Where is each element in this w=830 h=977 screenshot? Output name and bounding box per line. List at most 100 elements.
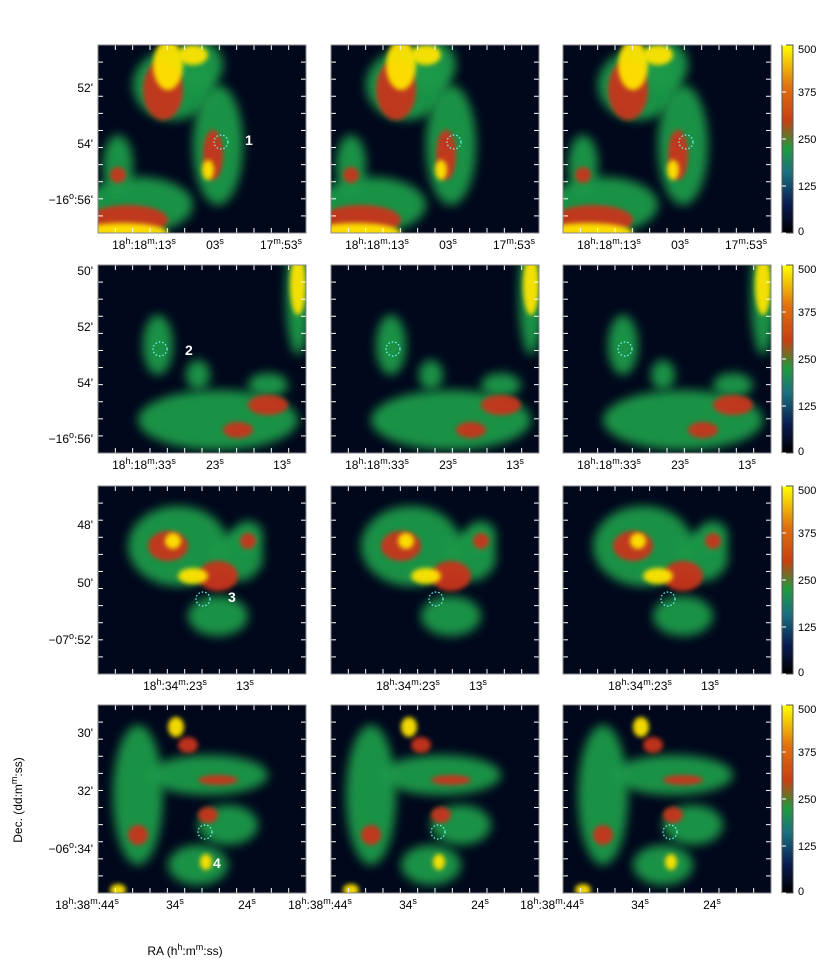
emission-blob <box>663 775 703 785</box>
y-tick-label: −16o:56' <box>49 191 93 207</box>
emission-blob <box>651 360 675 390</box>
y-tick-label: 50' <box>77 576 93 590</box>
emission-blob <box>630 533 646 549</box>
colorbar-tick-label: 250 <box>798 134 816 146</box>
panel-frame <box>97 264 307 454</box>
emission-blob <box>419 360 443 390</box>
emission-map <box>575 717 733 893</box>
y-tick-label: −16o:56' <box>49 430 93 446</box>
emission-blob <box>240 533 256 549</box>
source-aperture <box>662 824 678 840</box>
emission-blob <box>665 854 677 870</box>
emission-blob <box>165 533 181 549</box>
y-tick-label: 50' <box>77 264 93 278</box>
emission-map <box>371 265 539 450</box>
emission-blob <box>633 717 649 737</box>
emission-blob <box>381 755 501 795</box>
emission-blob <box>613 755 733 795</box>
emission-blob <box>456 422 486 438</box>
image-panel <box>562 485 772 675</box>
panel-frame <box>330 485 540 675</box>
source-label: 2 <box>185 342 193 358</box>
emission-blob <box>103 135 133 195</box>
colorbar-tick-label: 0 <box>798 667 804 679</box>
y-axis-label: Dec. (dd:mm:ss) <box>9 757 25 843</box>
emission-blob <box>481 395 521 415</box>
emission-blob <box>575 884 591 893</box>
x-tick-label: 13s <box>506 456 524 472</box>
emission-blob <box>128 825 148 845</box>
emission-map <box>361 506 496 636</box>
x-tick-label: 17m:53s <box>260 236 303 252</box>
x-tick-label: 18h:18m:33s <box>577 456 641 472</box>
x-tick-label: 24s <box>471 896 489 912</box>
emission-blob <box>578 725 628 865</box>
colorbar-tick-label: 500 <box>798 704 816 716</box>
emission-blob <box>633 845 693 885</box>
source-aperture <box>660 591 676 607</box>
emission-blob <box>663 807 683 823</box>
panel-frame <box>562 44 772 234</box>
emission-blob <box>481 373 521 397</box>
colorbar-tick-label: 500 <box>798 264 816 276</box>
y-tick-label: 52' <box>77 81 93 95</box>
image-panel <box>562 264 772 454</box>
emission-blob <box>713 373 753 397</box>
x-tick-label: 03s <box>671 236 689 252</box>
image-panel <box>97 704 307 894</box>
x-tick-label: 03s <box>206 236 224 252</box>
image-panel <box>562 44 772 234</box>
emission-blob <box>148 755 268 795</box>
emission-blob <box>223 422 253 438</box>
image-panel <box>97 264 307 454</box>
image-panel <box>97 485 307 675</box>
x-tick-label: 13s <box>701 677 719 693</box>
panel-frame <box>562 485 772 675</box>
source-aperture <box>617 341 633 357</box>
emission-blob <box>411 737 431 753</box>
emission-blob <box>523 265 539 315</box>
x-tick-label: 18h:18m:13s <box>345 236 409 252</box>
emission-blob <box>343 884 359 893</box>
emission-blob <box>198 807 218 823</box>
colorbar-tick-label: 0 <box>798 886 804 898</box>
emission-blob <box>643 737 663 753</box>
emission-blob <box>113 725 163 865</box>
x-tick-label: 18h:34m:23s <box>376 677 440 693</box>
x-tick-label: 03s <box>439 236 457 252</box>
emission-blob <box>618 45 648 90</box>
emission-blob <box>667 160 679 180</box>
emission-map <box>138 265 306 450</box>
source-aperture <box>385 341 401 357</box>
emission-blob <box>411 568 441 584</box>
emission-blob <box>290 265 306 315</box>
x-tick-label: 17m:53s <box>493 236 536 252</box>
x-tick-label: 13s <box>273 456 291 472</box>
x-tick-label: 34s <box>631 896 649 912</box>
x-tick-label: 18h:34m:23s <box>143 677 207 693</box>
image-panel <box>330 704 540 894</box>
emission-blob <box>343 167 359 183</box>
colorbar-tick-label: 375 <box>798 307 816 319</box>
x-tick-label: 13s <box>469 677 487 693</box>
colorbar-tick-label: 500 <box>798 485 816 497</box>
colorbar-tick-label: 0 <box>798 226 804 238</box>
source-aperture <box>430 824 446 840</box>
x-tick-label: 18h:18m:13s <box>112 236 176 252</box>
emission-blob <box>178 568 208 584</box>
x-tick-label: 13s <box>738 456 756 472</box>
x-tick-label: 23s <box>206 456 224 472</box>
y-tick-label: 48' <box>77 518 93 532</box>
source-aperture <box>213 134 229 150</box>
emission-blob <box>401 717 417 737</box>
emission-blob <box>575 167 591 183</box>
x-tick-label: 18h:34m:23s <box>608 677 672 693</box>
emission-blob <box>153 45 183 90</box>
emission-blob <box>110 884 126 893</box>
emission-map <box>603 265 771 450</box>
emission-map <box>110 717 268 893</box>
colorbar-tick-label: 250 <box>798 794 816 806</box>
emission-blob <box>110 167 126 183</box>
x-tick-label: 18h:38m:44s <box>55 896 119 912</box>
y-tick-label: 54' <box>77 137 93 151</box>
